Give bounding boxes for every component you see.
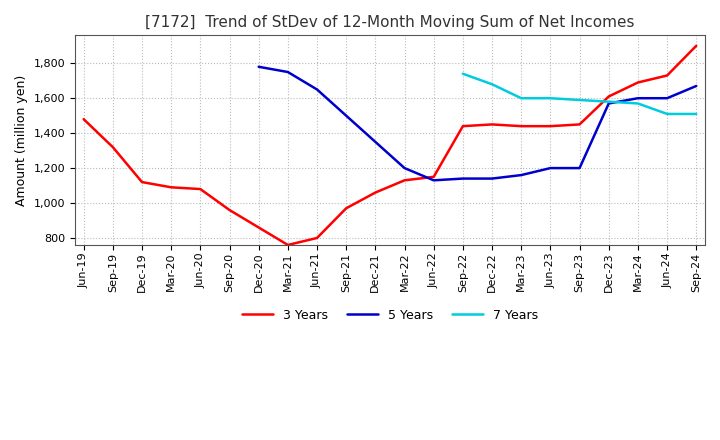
5 Years — [692, 83, 701, 88]
3 Years — [575, 122, 584, 127]
5 Years — [429, 178, 438, 183]
5 Years — [254, 64, 263, 70]
5 Years — [284, 70, 292, 75]
3 Years — [342, 205, 351, 211]
7 Years — [634, 101, 642, 106]
3 Years — [634, 80, 642, 85]
7 Years — [487, 81, 496, 87]
7 Years — [604, 99, 613, 104]
3 Years — [225, 207, 234, 213]
3 Years — [604, 94, 613, 99]
Line: 3 Years: 3 Years — [84, 46, 696, 245]
3 Years — [196, 187, 204, 192]
5 Years — [459, 176, 467, 181]
5 Years — [342, 113, 351, 118]
3 Years — [517, 124, 526, 129]
7 Years — [459, 71, 467, 77]
Line: 7 Years: 7 Years — [463, 74, 696, 114]
5 Years — [575, 165, 584, 171]
3 Years — [109, 144, 117, 150]
5 Years — [546, 165, 554, 171]
3 Years — [692, 43, 701, 48]
3 Years — [312, 235, 321, 241]
5 Years — [662, 95, 671, 101]
7 Years — [575, 97, 584, 103]
5 Years — [487, 176, 496, 181]
3 Years — [662, 73, 671, 78]
5 Years — [312, 87, 321, 92]
5 Years — [517, 172, 526, 178]
7 Years — [692, 111, 701, 117]
3 Years — [371, 190, 379, 195]
5 Years — [604, 101, 613, 106]
5 Years — [634, 95, 642, 101]
7 Years — [662, 111, 671, 117]
3 Years — [429, 174, 438, 180]
Title: [7172]  Trend of StDev of 12-Month Moving Sum of Net Incomes: [7172] Trend of StDev of 12-Month Moving… — [145, 15, 635, 30]
5 Years — [400, 165, 409, 171]
7 Years — [517, 95, 526, 101]
Line: 5 Years: 5 Years — [258, 67, 696, 180]
3 Years — [284, 242, 292, 248]
3 Years — [138, 180, 146, 185]
3 Years — [254, 225, 263, 230]
3 Years — [546, 124, 554, 129]
Legend: 3 Years, 5 Years, 7 Years: 3 Years, 5 Years, 7 Years — [237, 304, 543, 327]
3 Years — [400, 178, 409, 183]
Y-axis label: Amount (million yen): Amount (million yen) — [15, 74, 28, 206]
3 Years — [79, 117, 88, 122]
3 Years — [167, 185, 176, 190]
3 Years — [459, 124, 467, 129]
5 Years — [371, 139, 379, 144]
7 Years — [546, 95, 554, 101]
3 Years — [487, 122, 496, 127]
